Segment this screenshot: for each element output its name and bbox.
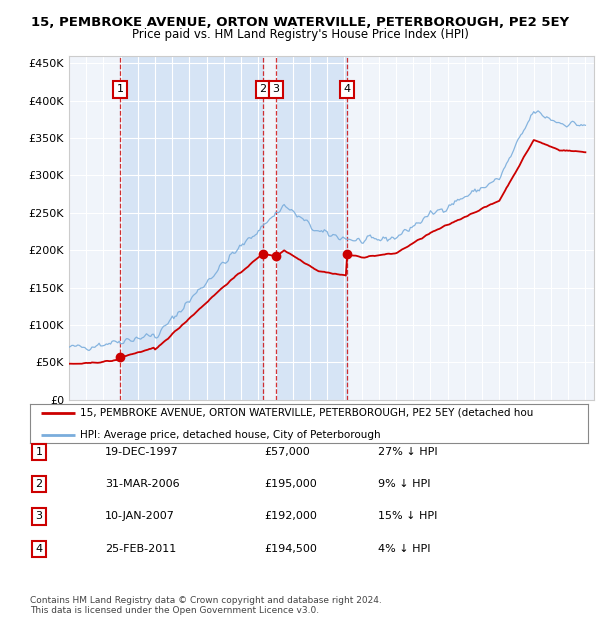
Text: 15% ↓ HPI: 15% ↓ HPI: [378, 512, 437, 521]
Text: Contains HM Land Registry data © Crown copyright and database right 2024.
This d: Contains HM Land Registry data © Crown c…: [30, 596, 382, 615]
Text: 25-FEB-2011: 25-FEB-2011: [105, 544, 176, 554]
Text: 4: 4: [343, 84, 350, 94]
Text: Price paid vs. HM Land Registry's House Price Index (HPI): Price paid vs. HM Land Registry's House …: [131, 28, 469, 41]
Text: £194,500: £194,500: [264, 544, 317, 554]
Text: £192,000: £192,000: [264, 512, 317, 521]
Text: 2: 2: [259, 84, 266, 94]
Text: 9% ↓ HPI: 9% ↓ HPI: [378, 479, 431, 489]
Text: 3: 3: [272, 84, 280, 94]
Text: 10-JAN-2007: 10-JAN-2007: [105, 512, 175, 521]
Text: 15, PEMBROKE AVENUE, ORTON WATERVILLE, PETERBOROUGH, PE2 5EY (detached hou: 15, PEMBROKE AVENUE, ORTON WATERVILLE, P…: [80, 408, 533, 418]
Text: 19-DEC-1997: 19-DEC-1997: [105, 447, 179, 457]
Bar: [120, 56, 263, 400]
Text: 1: 1: [35, 447, 43, 457]
Text: HPI: Average price, detached house, City of Peterborough: HPI: Average price, detached house, City…: [80, 430, 381, 440]
Text: 15, PEMBROKE AVENUE, ORTON WATERVILLE, PETERBOROUGH, PE2 5EY: 15, PEMBROKE AVENUE, ORTON WATERVILLE, P…: [31, 16, 569, 29]
Bar: [276, 56, 347, 400]
Text: 31-MAR-2006: 31-MAR-2006: [105, 479, 179, 489]
Text: £195,000: £195,000: [264, 479, 317, 489]
Text: 4: 4: [35, 544, 43, 554]
Text: 4% ↓ HPI: 4% ↓ HPI: [378, 544, 431, 554]
Text: 2: 2: [35, 479, 43, 489]
Text: 1: 1: [116, 84, 124, 94]
Text: 27% ↓ HPI: 27% ↓ HPI: [378, 447, 437, 457]
Text: 3: 3: [35, 512, 43, 521]
Text: £57,000: £57,000: [264, 447, 310, 457]
